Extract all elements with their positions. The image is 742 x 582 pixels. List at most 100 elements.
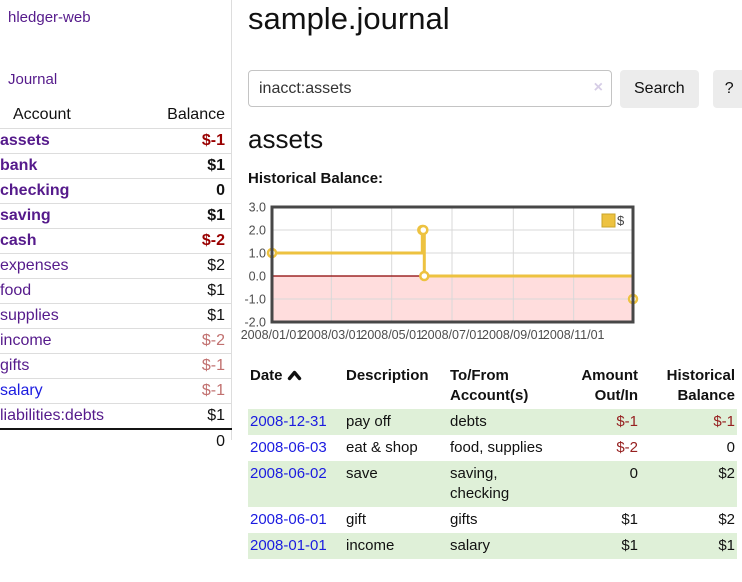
- txn-balance: 0: [726, 439, 735, 456]
- txn-balance: $2: [718, 465, 735, 482]
- col-amount-line1: Amount: [581, 367, 638, 384]
- txn-balance: $-1: [713, 413, 735, 430]
- col-date[interactable]: Date: [248, 363, 344, 409]
- page-title: sample.journal: [248, 1, 450, 36]
- txn-date-link[interactable]: 2008-06-02: [250, 465, 327, 482]
- help-button[interactable]: ?: [712, 70, 742, 108]
- accounts-header-balance: Balance: [167, 106, 225, 123]
- search-form: × Search ?: [248, 70, 742, 108]
- svg-text:1.0: 1.0: [249, 247, 266, 261]
- svg-text:2008/09/01: 2008/09/01: [482, 328, 545, 342]
- account-link-checking[interactable]: checking: [0, 182, 70, 199]
- register-row: 2008-12-31 pay off debts $-1 $-1: [248, 409, 737, 435]
- svg-text:2008/03/01: 2008/03/01: [300, 328, 363, 342]
- register-table: Date Description To/From Account(s) Amou…: [248, 363, 737, 559]
- col-balance-line1: Historical: [666, 367, 735, 384]
- clear-search-icon[interactable]: ×: [593, 79, 603, 96]
- account-balance-income: $-2: [142, 328, 232, 354]
- register-row: 2008-01-01 income salary $1 $1: [248, 533, 737, 559]
- account-row-income: income $-2: [0, 328, 232, 354]
- accounts-header-row: Account Balance: [0, 103, 232, 129]
- sort-ascending-icon: [287, 370, 301, 381]
- account-link-cash[interactable]: cash: [0, 232, 37, 249]
- txn-description: pay off: [346, 413, 391, 430]
- main-content: sample.journal × Search ? assets Histori…: [241, 0, 742, 582]
- account-row-assets: assets $-1: [0, 128, 232, 154]
- txn-amount: $-1: [616, 413, 638, 430]
- account-link-liabilities-debts[interactable]: liabilities:debts: [0, 407, 105, 424]
- txn-date-link[interactable]: 2008-01-01: [250, 537, 327, 554]
- account-row-saving: saving $1: [0, 203, 232, 229]
- txn-description: gift: [346, 511, 367, 528]
- sidebar: hledger-web Journal Account Balance asse…: [0, 0, 232, 454]
- col-amount-line2: Out/In: [594, 387, 638, 404]
- svg-text:2.0: 2.0: [249, 224, 266, 238]
- account-link-assets[interactable]: assets: [0, 132, 50, 149]
- svg-text:2008/07/01: 2008/07/01: [421, 328, 484, 342]
- txn-description: eat & shop: [346, 439, 418, 456]
- svg-text:0.0: 0.0: [249, 270, 266, 284]
- txn-balance: $2: [718, 511, 735, 528]
- account-link-gifts[interactable]: gifts: [0, 357, 30, 374]
- col-description: Description: [346, 367, 429, 384]
- register-row: 2008-06-02 save saving, checking 0 $2: [248, 461, 737, 507]
- accounts-total-balance: 0: [142, 428, 232, 454]
- register-header-row: Date Description To/From Account(s) Amou…: [248, 363, 737, 409]
- svg-text:-1.0: -1.0: [244, 293, 266, 307]
- txn-date-link[interactable]: 2008-06-03: [250, 439, 327, 456]
- account-link-salary[interactable]: salary: [0, 382, 43, 399]
- account-link-supplies[interactable]: supplies: [0, 307, 59, 324]
- register-row: 2008-06-03 eat & shop food, supplies $-2…: [248, 435, 737, 461]
- account-balance-saving: $1: [142, 203, 232, 229]
- app-title-link[interactable]: hledger-web: [8, 9, 91, 26]
- account-balance-checking: 0: [142, 178, 232, 204]
- account-row-food: food $1: [0, 278, 232, 304]
- col-date-label: Date: [250, 367, 283, 384]
- txn-accounts: saving, checking: [450, 465, 510, 502]
- accounts-header-account: Account: [13, 106, 71, 123]
- account-link-food[interactable]: food: [0, 282, 32, 299]
- account-row-supplies: supplies $1: [0, 303, 232, 329]
- txn-balance: $1: [718, 537, 735, 554]
- svg-text:2008/01/01: 2008/01/01: [241, 328, 304, 342]
- txn-description: income: [346, 537, 395, 554]
- col-amount: Amount Out/In: [565, 363, 640, 409]
- account-link-bank[interactable]: bank: [0, 157, 38, 174]
- account-balance-gifts: $-1: [142, 353, 232, 379]
- search-input[interactable]: [248, 70, 612, 107]
- account-balance-expenses: $2: [142, 253, 232, 279]
- account-balance-salary: $-1: [142, 378, 232, 404]
- search-button[interactable]: Search: [620, 70, 699, 108]
- account-row-liabilities-debts: liabilities:debts $1: [0, 403, 232, 429]
- historical-balance-chart: $3.0 2.0 1.0 0.0 -1.0 -2.0 2008/01/01 2008/03/0…: [241, 201, 742, 349]
- account-row-expenses: expenses $2: [0, 253, 232, 279]
- chart-title: Historical Balance:: [248, 170, 384, 187]
- col-tofrom: To/From Account(s): [448, 363, 565, 409]
- txn-amount: $1: [621, 511, 638, 528]
- txn-amount: 0: [629, 465, 638, 482]
- txn-accounts: debts: [450, 413, 487, 430]
- account-balance-assets: $-1: [142, 128, 232, 154]
- account-row-cash: cash $-2: [0, 228, 232, 254]
- txn-date-link[interactable]: 2008-06-01: [250, 511, 327, 528]
- svg-text:3.0: 3.0: [249, 201, 266, 215]
- txn-description: save: [346, 465, 378, 482]
- col-tofrom-line1: To/From: [450, 367, 509, 384]
- account-row-bank: bank $1: [0, 153, 232, 179]
- txn-accounts: food, supplies: [450, 439, 543, 456]
- txn-amount: $-2: [616, 439, 638, 456]
- svg-text:2008/05/01: 2008/05/01: [360, 328, 423, 342]
- txn-date-link[interactable]: 2008-12-31: [250, 413, 327, 430]
- svg-text:2008/11/01: 2008/11/01: [543, 328, 605, 342]
- account-link-saving[interactable]: saving: [0, 207, 51, 224]
- txn-amount: $1: [621, 537, 638, 554]
- account-balance-cash: $-2: [142, 228, 232, 254]
- account-link-expenses[interactable]: expenses: [0, 257, 69, 274]
- txn-accounts: salary: [450, 537, 491, 554]
- col-tofrom-line2: Account(s): [450, 387, 529, 404]
- account-link-income[interactable]: income: [0, 332, 52, 349]
- accounts-table: Account Balance assets $-1 bank $1 check…: [0, 103, 232, 454]
- txn-accounts: gifts: [450, 511, 478, 528]
- nav-journal-link[interactable]: Journal: [8, 71, 58, 88]
- svg-text:-2.0: -2.0: [244, 316, 266, 330]
